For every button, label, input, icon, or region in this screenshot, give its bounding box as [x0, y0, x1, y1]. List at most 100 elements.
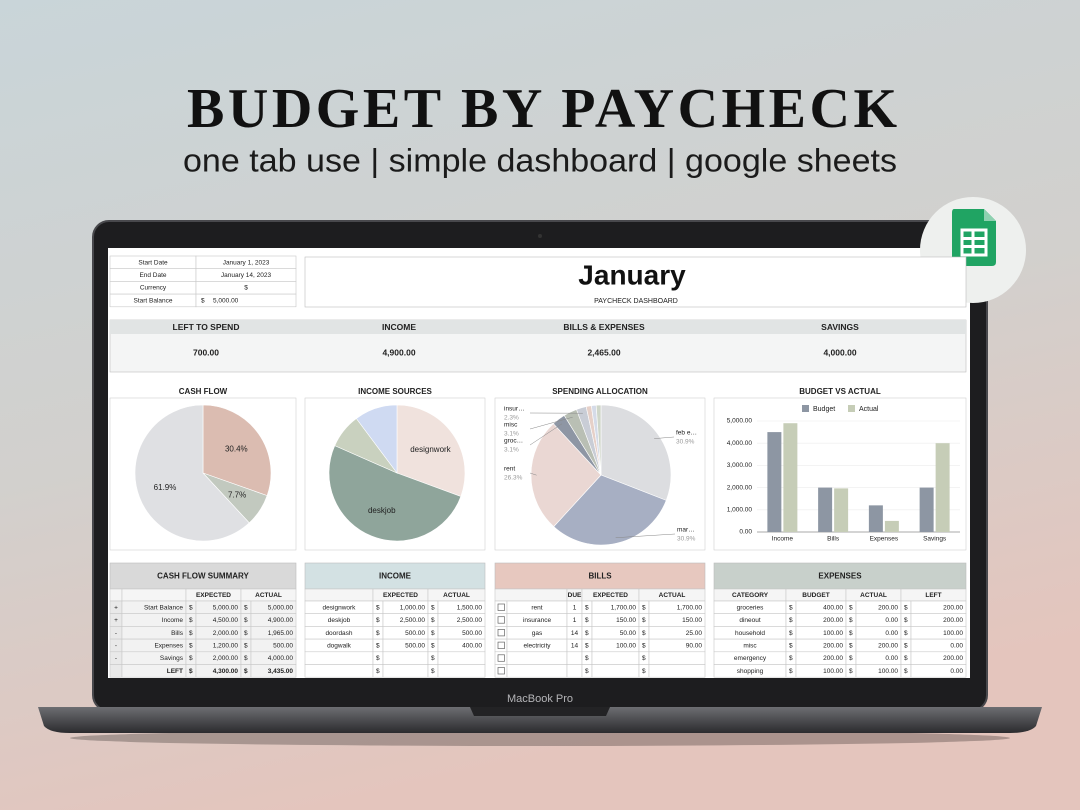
- summary-label: INCOME: [382, 322, 416, 332]
- table-cell: 4,900.00: [268, 617, 294, 624]
- info-label: End Date: [139, 272, 166, 279]
- table-title-band: [494, 562, 706, 590]
- table-cell: $: [849, 617, 853, 624]
- cell: [109, 664, 123, 678]
- cell: [437, 651, 486, 665]
- table-cell: $: [376, 604, 380, 611]
- table-cell: $: [431, 604, 435, 611]
- header-cell: [109, 588, 123, 602]
- table-cell: $: [431, 617, 435, 624]
- table-cell: $: [431, 642, 435, 649]
- legend-swatch: [848, 405, 855, 412]
- table-cell: Start Balance: [144, 604, 183, 611]
- cell: [195, 293, 297, 308]
- table-cell: deskjob: [328, 617, 351, 624]
- table-cell: $: [431, 668, 435, 675]
- table-cell: 1: [573, 604, 577, 611]
- table-cell: 500.00: [405, 642, 425, 649]
- slice-label: feb e…: [676, 430, 697, 437]
- app-icon-fold: [984, 209, 996, 221]
- pie-slice: [530, 423, 602, 528]
- table-cell: 1: [573, 617, 577, 624]
- table-cell: $: [642, 617, 646, 624]
- column-header: BUDGET: [802, 592, 829, 599]
- cell: [304, 651, 374, 665]
- header-cell: [121, 588, 187, 602]
- table-cell: -: [115, 630, 117, 637]
- table-cell: $: [189, 642, 193, 649]
- table-cell: $: [189, 668, 193, 675]
- cell: [648, 651, 706, 665]
- table-cell: -: [115, 655, 117, 662]
- table-cell: groceries: [737, 604, 764, 611]
- bar: [783, 423, 798, 532]
- table-cell: $: [244, 655, 248, 662]
- table-cell: doordash: [325, 630, 352, 637]
- y-tick-label: 5,000.00: [727, 418, 753, 425]
- table-cell: 4,000.00: [268, 655, 294, 662]
- table-cell: $: [244, 604, 248, 611]
- column-header: LEFT: [925, 592, 941, 599]
- table-cell: 2,000.00: [213, 630, 239, 637]
- table-cell: 1,000.00: [400, 604, 426, 611]
- table-cell: 1,965.00: [268, 630, 294, 637]
- bar: [818, 487, 833, 532]
- table-cell: 150.00: [682, 617, 702, 624]
- info-value: January 14, 2023: [221, 272, 272, 279]
- legend-swatch: [802, 405, 809, 412]
- table-cell: $: [642, 642, 646, 649]
- month-box: [304, 256, 967, 308]
- table-title: CASH FLOW SUMMARY: [157, 572, 249, 581]
- x-tick-label: Savings: [923, 536, 947, 543]
- y-tick-label: 2,000.00: [727, 484, 753, 491]
- chart-title: SPENDING ALLOCATION: [552, 387, 648, 396]
- table-cell: $: [789, 604, 793, 611]
- app-icon-grid: [962, 230, 986, 255]
- table-cell: 200.00: [823, 655, 843, 662]
- table-cell: $: [642, 668, 646, 675]
- table-cell: $: [585, 617, 589, 624]
- table-cell: $: [376, 668, 380, 675]
- pie-slice: [553, 474, 667, 546]
- bar: [935, 443, 950, 532]
- table-cell: -: [115, 642, 117, 649]
- cell: [382, 651, 429, 665]
- table-cell: $: [244, 630, 248, 637]
- info-label: Start Balance: [133, 297, 172, 304]
- table-cell: 100.00: [616, 642, 636, 649]
- summary-header: [110, 320, 966, 334]
- checkbox: [497, 641, 505, 649]
- slice-value-label: 61.9%: [154, 483, 177, 492]
- page-subtitle: one tab use | simple dashboard | google …: [183, 142, 897, 178]
- table-cell: $: [789, 630, 793, 637]
- slice-label: insur…: [504, 406, 525, 413]
- table-cell: $: [431, 630, 435, 637]
- table-cell: electricity: [523, 642, 551, 649]
- bar: [834, 488, 849, 532]
- table-cell: $: [244, 617, 248, 624]
- table-cell: 200.00: [943, 604, 963, 611]
- table-cell: 50.00: [620, 630, 637, 637]
- table-cell: 400.00: [823, 604, 843, 611]
- header-cell: [304, 588, 374, 602]
- column-header: EXPECTED: [383, 592, 418, 599]
- summary-value: 2,465.00: [587, 347, 620, 357]
- table-cell: 3,435.00: [268, 668, 294, 675]
- table-cell: $: [585, 604, 589, 611]
- table-cell: 2,000.00: [213, 655, 239, 662]
- checkbox: [497, 667, 505, 675]
- x-tick-label: Income: [772, 536, 794, 543]
- notch: [470, 707, 610, 716]
- pie-slice: [355, 404, 398, 474]
- table-cell: 14: [571, 642, 579, 649]
- table-cell: Bills: [171, 630, 184, 637]
- cell: [382, 664, 429, 678]
- table-cell: $: [904, 630, 908, 637]
- cell: [591, 664, 640, 678]
- summary-value: 4,900.00: [382, 347, 415, 357]
- table-cell: 200.00: [878, 642, 898, 649]
- leader-line: [615, 533, 676, 538]
- table-cell: 4,500.00: [213, 617, 239, 624]
- table-cell: 4,300.00: [213, 668, 239, 675]
- table-cell: 2,500.00: [457, 617, 483, 624]
